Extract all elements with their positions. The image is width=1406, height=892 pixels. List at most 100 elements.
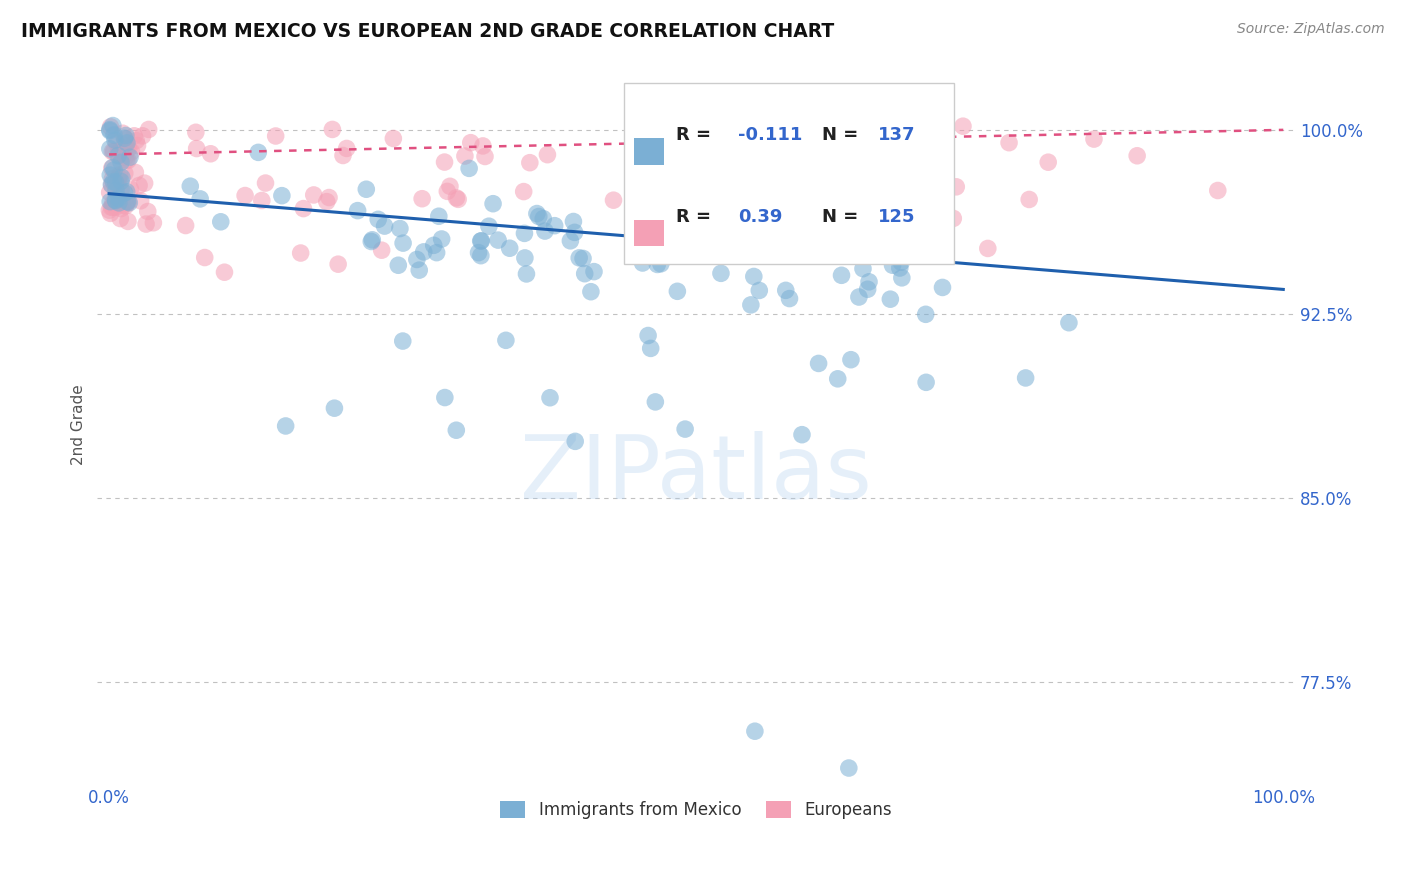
Point (882, 258, 904, 272)
Text: IMMIGRANTS FROM MEXICO VS EUROPEAN 2ND GRADE CORRELATION CHART: IMMIGRANTS FROM MEXICO VS EUROPEAN 2ND G… (21, 22, 834, 41)
Point (105, 184, 128, 198)
Point (323, 401, 346, 416)
Point (100, 178, 122, 193)
Point (499, 241, 522, 255)
Point (471, 139, 494, 153)
Point (446, 191, 468, 205)
Point (482, 196, 505, 211)
Point (740, 298, 762, 312)
Point (103, 163, 125, 178)
Point (103, 145, 125, 159)
Point (927, 128, 949, 142)
Point (748, 284, 770, 298)
Point (104, 133, 127, 147)
Point (952, 119, 974, 133)
Point (107, 148, 129, 162)
Y-axis label: 2nd Grade: 2nd Grade (72, 384, 86, 465)
Point (179, 179, 201, 194)
Point (436, 185, 458, 199)
Point (117, 153, 139, 168)
Point (810, 149, 832, 163)
Point (650, 217, 672, 231)
Point (374, 219, 396, 233)
Point (111, 126, 134, 140)
Point (411, 192, 433, 206)
Point (112, 138, 135, 153)
Point (115, 185, 138, 199)
Point (761, 244, 783, 259)
Point (117, 194, 139, 209)
Point (879, 292, 901, 306)
Point (1014, 371, 1036, 385)
Point (100, 178, 122, 192)
Point (574, 267, 596, 281)
Point (125, 134, 148, 148)
Point (742, 161, 765, 176)
Point (270, 188, 292, 202)
Point (891, 180, 914, 194)
Point (807, 356, 830, 370)
Point (631, 256, 654, 270)
Point (470, 249, 492, 263)
Point (361, 233, 384, 247)
Point (250, 194, 273, 208)
Point (756, 186, 779, 201)
Point (519, 155, 541, 169)
Point (105, 136, 128, 150)
Point (101, 172, 124, 186)
Point (98, 142, 121, 156)
Point (783, 186, 806, 201)
Point (110, 182, 132, 196)
Point (392, 236, 415, 251)
Point (776, 172, 799, 186)
Point (114, 131, 136, 145)
Point (890, 255, 912, 269)
Point (110, 202, 132, 216)
Point (627, 140, 650, 154)
Point (1206, 184, 1229, 198)
Point (412, 244, 434, 259)
Point (194, 251, 217, 265)
Point (645, 191, 668, 205)
Point (290, 246, 312, 260)
Point (111, 170, 134, 185)
Point (104, 194, 127, 208)
Point (274, 419, 297, 434)
Point (328, 257, 350, 271)
Point (302, 188, 325, 202)
Point (200, 146, 222, 161)
Point (98, 168, 121, 182)
Point (780, 236, 803, 251)
Point (673, 422, 696, 436)
Point (710, 266, 733, 280)
Point (748, 159, 770, 173)
Point (108, 195, 131, 210)
Point (254, 176, 277, 190)
Point (129, 194, 152, 208)
Point (914, 307, 936, 321)
Point (138, 122, 160, 136)
Point (136, 204, 159, 219)
Point (98, 186, 121, 200)
Point (768, 173, 790, 187)
Point (100, 206, 122, 220)
Point (433, 155, 456, 169)
Point (644, 395, 666, 409)
Point (247, 145, 270, 160)
Point (101, 161, 124, 175)
Point (104, 175, 127, 189)
Point (174, 219, 197, 233)
Point (755, 123, 778, 137)
Point (880, 155, 903, 169)
Point (474, 149, 496, 163)
Point (470, 234, 492, 248)
Point (756, 192, 779, 206)
Point (977, 242, 1000, 256)
Point (439, 179, 461, 194)
Point (356, 182, 378, 196)
Point (562, 214, 585, 228)
Point (538, 391, 561, 405)
Point (775, 284, 797, 298)
Point (321, 122, 343, 136)
Point (422, 238, 444, 252)
